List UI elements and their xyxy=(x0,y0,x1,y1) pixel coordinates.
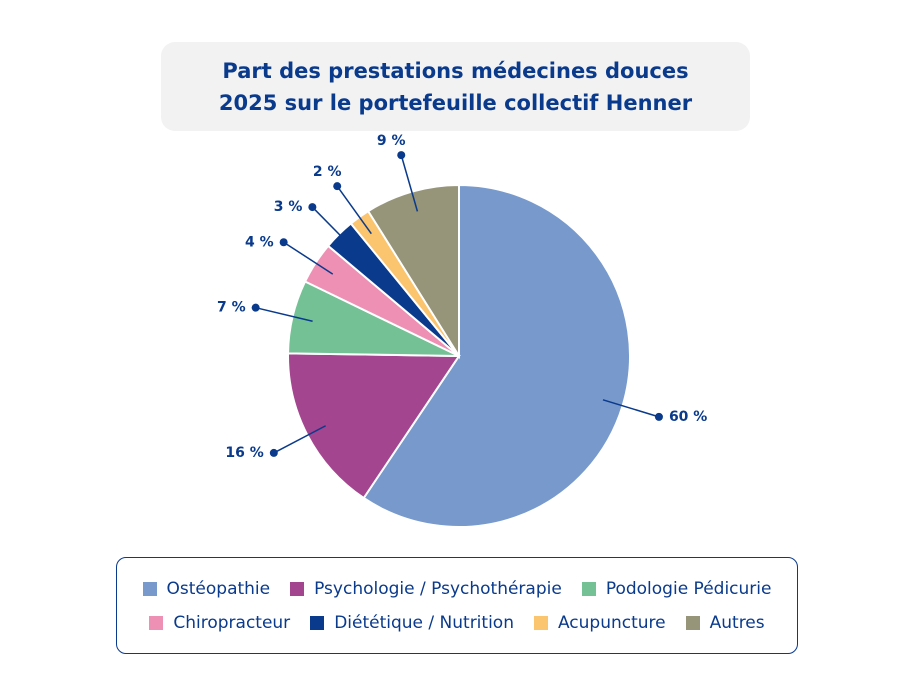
legend-item: Autres xyxy=(685,612,765,633)
leader-dot xyxy=(654,412,663,421)
leader-line xyxy=(602,399,660,418)
legend-label: Acupuncture xyxy=(557,612,666,633)
leader-dot xyxy=(251,303,260,312)
data-label: 7 % xyxy=(217,300,246,316)
leader-line xyxy=(255,306,313,322)
leader-line xyxy=(311,206,354,250)
leader-dot xyxy=(333,182,342,191)
legend-item: Acupuncture xyxy=(533,612,666,633)
legend-swatch xyxy=(581,581,596,596)
leader-line xyxy=(273,425,327,454)
legend-item: Podologie Pédicurie xyxy=(581,578,772,599)
legend-label: Ostéopathie xyxy=(166,578,271,599)
legend-swatch xyxy=(142,581,157,596)
legend-label: Diététique / Nutrition xyxy=(334,612,514,633)
legend-swatch xyxy=(685,615,700,630)
legend-item: Ostéopathie xyxy=(142,578,271,599)
legend-label: Podologie Pédicurie xyxy=(605,578,772,599)
leader-line xyxy=(336,185,372,235)
leader-line xyxy=(400,154,419,212)
legend-item: Chiropracteur xyxy=(149,613,290,633)
leader-dot xyxy=(269,448,278,457)
legend-swatch xyxy=(533,615,548,630)
legend-item: Diététique / Nutrition xyxy=(310,613,514,633)
legend-swatch xyxy=(310,615,325,630)
data-label: 60 % xyxy=(669,409,707,425)
leader-dot xyxy=(308,203,317,212)
data-label: 2 % xyxy=(313,164,342,180)
legend-label: Psychologie / Psychothérapie xyxy=(314,578,562,599)
data-label: 3 % xyxy=(274,199,303,215)
data-label: 4 % xyxy=(245,234,274,250)
chart: 60 % 16 % 7 % 4 % 3 % 2 % 9 % xyxy=(217,133,707,528)
leader-dot xyxy=(397,151,406,160)
legend-swatch xyxy=(149,615,164,630)
legend-label: Autres xyxy=(709,612,765,633)
legend-item: Psychologie / Psychothérapie xyxy=(290,579,562,599)
legend: Ostéopathie Psychologie / Psychothérapie P… xyxy=(116,557,798,654)
chart-title: Part des prestations médecines douces 20… xyxy=(161,42,750,131)
data-label: 9 % xyxy=(377,133,406,149)
data-label: 16 % xyxy=(225,445,263,461)
legend-label: Chiropracteur xyxy=(173,612,291,633)
leader-line xyxy=(283,241,334,275)
leader-dot xyxy=(279,238,288,247)
legend-swatch xyxy=(290,581,305,596)
